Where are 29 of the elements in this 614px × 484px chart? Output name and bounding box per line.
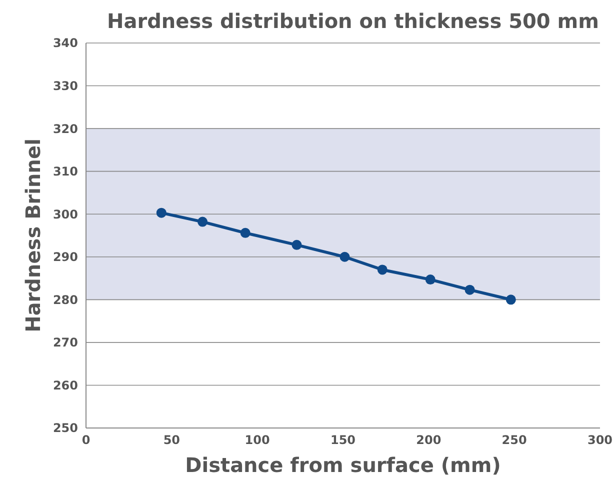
chart-title: Hardness distribution on thickness 500 mm — [107, 9, 599, 33]
y-tick-label: 290 — [52, 250, 78, 264]
y-axis-title: Hardness Brinnel — [21, 138, 45, 332]
y-tick-label: 270 — [52, 336, 78, 350]
point — [340, 252, 350, 262]
point — [240, 228, 250, 238]
point — [377, 264, 388, 275]
point — [198, 216, 208, 227]
point — [506, 294, 516, 305]
x-tick-label: 150 — [330, 433, 356, 447]
x-tick-label: 100 — [244, 433, 270, 447]
x-tick-label: 250 — [502, 433, 527, 447]
point — [464, 284, 475, 295]
x-tick-label: 50 — [163, 433, 180, 447]
y-tick-label: 330 — [52, 78, 78, 93]
x-axis-title: Distance from surface (mm) — [185, 453, 501, 477]
y-tick-label: 320 — [52, 122, 78, 136]
y-tick-label: 310 — [52, 164, 78, 179]
y-tick-label: 280 — [52, 292, 78, 307]
x-tick-label: 0 — [82, 433, 90, 447]
point — [425, 274, 436, 285]
point — [292, 240, 302, 250]
x-tick-label: 300 — [587, 433, 613, 447]
y-tick-label: 260 — [52, 378, 78, 392]
x-tick-label: 200 — [416, 433, 442, 447]
y-tick-label: 340 — [52, 36, 78, 50]
y-tick-label: 300 — [52, 207, 78, 222]
point — [156, 208, 166, 218]
y-tick-label: 250 — [52, 421, 78, 436]
